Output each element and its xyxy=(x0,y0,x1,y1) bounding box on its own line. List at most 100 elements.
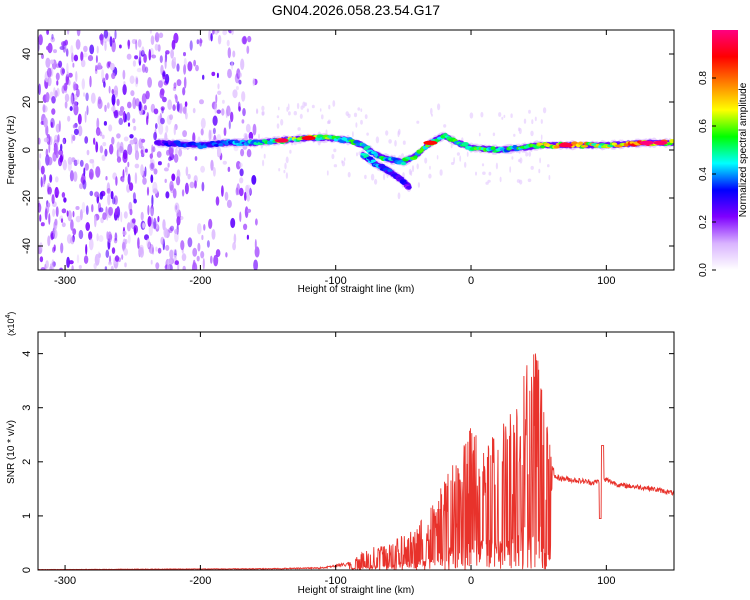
noise-speckle xyxy=(133,225,138,234)
noise-speckle xyxy=(52,246,56,253)
noise-speckle xyxy=(49,266,53,270)
noise-speckle xyxy=(89,190,94,197)
noise-speckle xyxy=(161,107,164,114)
noise-speckle xyxy=(150,174,154,183)
noise-speckle xyxy=(184,101,188,107)
noise-speckle xyxy=(254,239,257,250)
noise-speckle xyxy=(47,76,52,87)
noise-speckle xyxy=(65,48,69,57)
snr-line-layer xyxy=(38,353,674,570)
noise-speckle xyxy=(299,113,303,119)
noise-speckle xyxy=(119,44,122,49)
noise-speckle xyxy=(138,247,143,256)
noise-speckle xyxy=(127,161,130,168)
noise-speckle xyxy=(107,193,111,206)
noise-speckle xyxy=(499,176,502,183)
noise-speckle xyxy=(66,62,69,74)
noise-speckle xyxy=(160,117,165,125)
noise-speckle xyxy=(241,36,247,45)
noise-speckle xyxy=(217,83,220,90)
noise-speckle xyxy=(261,111,265,116)
noise-speckle xyxy=(227,68,232,79)
noise-speckle xyxy=(58,149,64,156)
noise-speckle xyxy=(211,71,216,77)
noise-speckle xyxy=(72,81,77,91)
noise-speckle xyxy=(111,72,116,80)
noise-speckle xyxy=(103,121,107,126)
noise-speckle xyxy=(47,42,53,54)
noise-speckle xyxy=(160,236,165,245)
noise-speckle xyxy=(226,199,232,209)
noise-speckle xyxy=(88,172,94,179)
noise-speckle xyxy=(83,45,88,53)
colorbar-tick-label: 0.4 xyxy=(698,167,709,181)
noise-speckle xyxy=(374,178,378,185)
colorbar-scale xyxy=(712,30,738,270)
noise-speckle xyxy=(141,46,145,55)
noise-speckle xyxy=(109,62,115,71)
noise-speckle xyxy=(104,148,108,157)
noise-speckle xyxy=(326,170,329,176)
noise-speckle xyxy=(162,71,166,77)
noise-speckle xyxy=(85,205,89,216)
colorbar-label: Normalized spectral amplitude xyxy=(738,82,749,217)
noise-speckle xyxy=(103,30,109,39)
noise-speckle xyxy=(540,134,543,141)
noise-speckle xyxy=(121,177,125,183)
noise-speckle xyxy=(238,72,242,78)
noise-speckle xyxy=(217,34,222,45)
noise-speckle xyxy=(429,165,431,170)
noise-speckle xyxy=(114,255,120,262)
noise-speckle xyxy=(547,164,550,168)
noise-speckle xyxy=(356,152,358,157)
noise-speckle xyxy=(72,100,78,108)
noise-speckle xyxy=(165,50,170,55)
noise-speckle xyxy=(375,136,380,144)
snr-multiplier-exponent: 4 xyxy=(5,314,12,318)
noise-speckle xyxy=(122,69,126,80)
noise-speckle xyxy=(239,187,244,197)
noise-speckle xyxy=(108,261,112,266)
noise-speckle xyxy=(148,224,153,236)
noise-speckle xyxy=(151,54,157,59)
noise-speckle xyxy=(55,206,59,218)
noise-speckle xyxy=(154,32,160,43)
noise-speckle xyxy=(213,254,219,267)
noise-speckle xyxy=(173,153,179,163)
ridge-peak xyxy=(423,140,438,145)
noise-speckle xyxy=(131,218,136,224)
noise-speckle xyxy=(137,39,142,48)
noise-speckle xyxy=(187,61,193,72)
noise-speckle xyxy=(46,45,50,51)
noise-speckle xyxy=(59,267,63,270)
x-tick-label: -200 xyxy=(189,575,211,587)
noise-speckle xyxy=(121,254,124,260)
noise-speckle xyxy=(155,262,160,270)
noise-speckle xyxy=(159,55,163,63)
spectrogram-ridge-layer xyxy=(153,131,674,193)
colorbar-tick-label: 0.6 xyxy=(698,119,709,133)
noise-speckle xyxy=(53,49,57,54)
noise-speckle xyxy=(52,261,56,267)
noise-speckle xyxy=(398,128,401,135)
noise-speckle xyxy=(73,128,79,136)
noise-speckle xyxy=(162,96,167,103)
noise-speckle xyxy=(129,182,134,192)
noise-speckle xyxy=(333,148,337,153)
noise-speckle xyxy=(132,118,136,124)
noise-speckle xyxy=(116,133,121,139)
y-tick-label: 4 xyxy=(21,351,33,357)
noise-speckle xyxy=(352,131,354,138)
noise-speckle xyxy=(230,217,236,229)
noise-speckle xyxy=(80,59,86,68)
noise-speckle xyxy=(456,152,460,156)
x-tick-label: 100 xyxy=(597,275,615,287)
noise-speckle xyxy=(199,37,203,47)
noise-speckle xyxy=(61,208,67,214)
noise-speckle xyxy=(516,179,521,183)
noise-speckle xyxy=(106,102,110,109)
noise-speckle xyxy=(129,75,135,84)
snr-series-line xyxy=(38,353,674,570)
noise-speckle xyxy=(192,247,198,257)
